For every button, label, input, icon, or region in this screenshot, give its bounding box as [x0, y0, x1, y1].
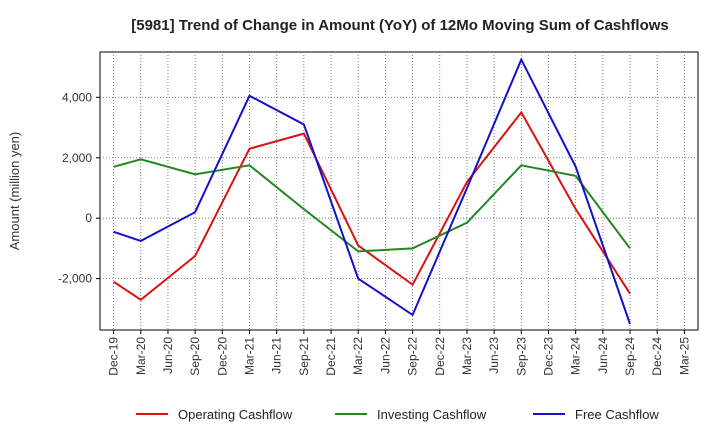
chart-title: [5981] Trend of Change in Amount (YoY) o… — [131, 17, 669, 34]
legend: Operating Cashflow Investing Cashflow Free… — [136, 407, 659, 422]
x-tick-label: Dec-24 — [650, 337, 664, 376]
y-axis: -2,000 0 2,000 4,000 — [58, 90, 100, 286]
legend-label: Free Cashflow — [575, 407, 659, 422]
legend-label: Operating Cashflow — [178, 407, 293, 422]
legend-label: Investing Cashflow — [377, 407, 487, 422]
x-tick-label: Mar-22 — [351, 337, 365, 375]
x-tick-label: Dec-21 — [324, 337, 338, 376]
grid-lines — [100, 52, 698, 330]
x-tick-label: Sep-20 — [188, 337, 202, 376]
x-tick-label: Jun-20 — [161, 337, 175, 374]
x-tick-label: Mar-21 — [243, 337, 257, 375]
plot-area — [99, 51, 699, 331]
x-tick-label: Mar-24 — [569, 337, 583, 375]
x-tick-label: Dec-22 — [433, 337, 447, 376]
series-line-investing-cashflow — [113, 158, 631, 253]
x-tick-label: Mar-23 — [460, 337, 474, 375]
x-tick-label: Sep-23 — [514, 337, 528, 376]
x-tick-label: Sep-21 — [297, 337, 311, 376]
x-tick-label: Sep-22 — [406, 337, 420, 376]
x-tick-label: Dec-20 — [215, 337, 229, 376]
x-tick-label: Dec-19 — [107, 337, 121, 376]
series-line-operating-cashflow — [113, 110, 631, 302]
x-tick-label: Jun-24 — [596, 337, 610, 374]
x-axis: Dec-19 Mar-20 Jun-20 Sep-20 Dec-20 Mar-21 Jun-… — [107, 330, 691, 376]
x-tick-label: Mar-20 — [134, 337, 148, 375]
x-tick-label: Mar-25 — [677, 337, 691, 375]
x-tick-label: Jun-22 — [378, 337, 392, 374]
y-axis-label: Amount (million yen) — [7, 132, 22, 251]
y-tick-label: 2,000 — [62, 151, 92, 165]
series-lines — [113, 57, 631, 325]
series-line-free-cashflow — [113, 57, 631, 325]
y-tick-label: 4,000 — [62, 90, 92, 104]
y-tick-label: 0 — [85, 211, 92, 225]
x-tick-label: Jun-21 — [270, 337, 284, 374]
y-tick-label: -2,000 — [58, 272, 92, 286]
x-tick-label: Dec-23 — [542, 337, 556, 376]
x-tick-label: Sep-24 — [623, 337, 637, 376]
x-tick-label: Jun-23 — [487, 337, 501, 374]
